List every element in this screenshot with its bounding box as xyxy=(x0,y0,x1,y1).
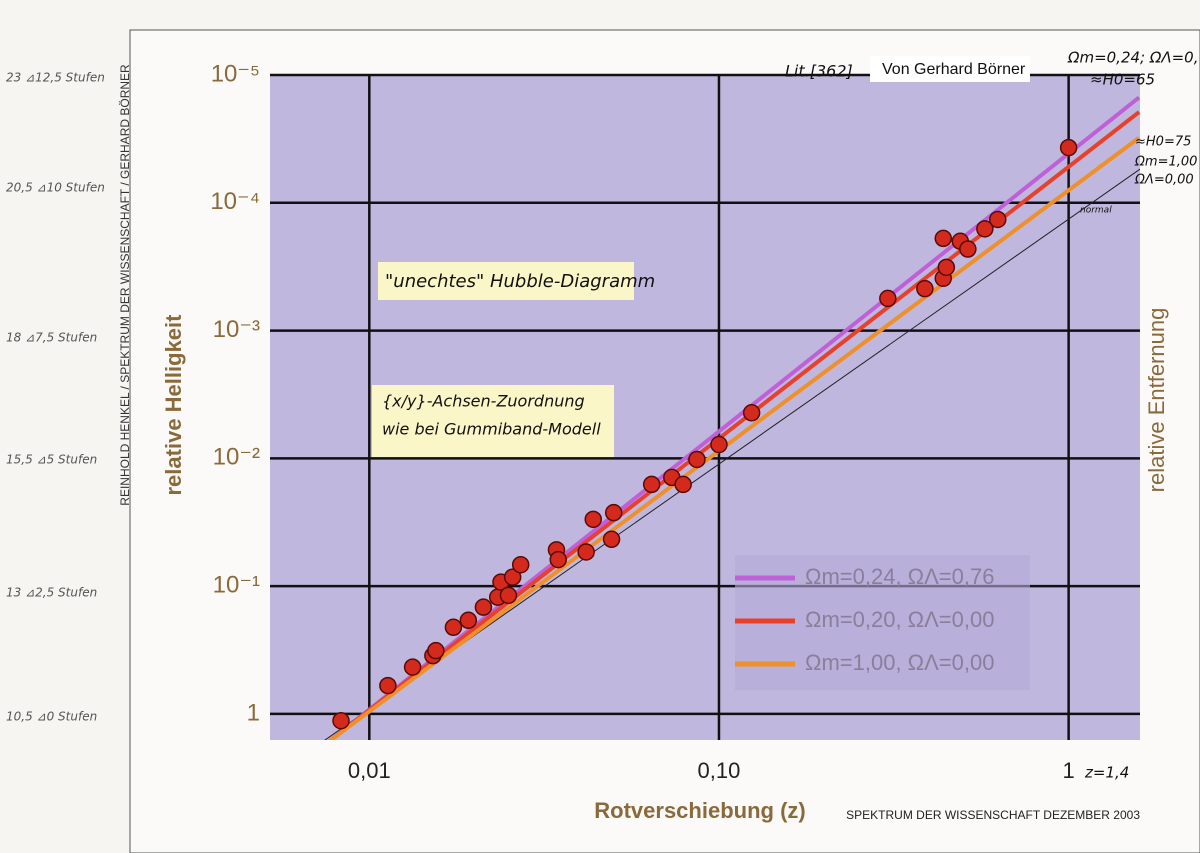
y-axis-label: relative Helligkeit xyxy=(161,314,186,496)
y-tick-label: 10⁻⁴ xyxy=(210,188,260,215)
legend-label: Ωm=0,20, ΩΛ=0,00 xyxy=(805,607,994,632)
x-tick-label: 0,01 xyxy=(348,758,391,783)
data-point xyxy=(511,555,530,574)
data-point xyxy=(642,475,661,494)
data-point xyxy=(549,550,567,569)
data-point xyxy=(459,611,478,630)
data-point xyxy=(584,510,603,529)
data-point xyxy=(602,530,621,549)
data-point xyxy=(1059,138,1078,157)
note-box xyxy=(378,262,634,300)
data-point xyxy=(427,641,445,660)
data-point xyxy=(332,711,350,730)
data-point xyxy=(499,586,518,605)
data-point xyxy=(403,658,422,676)
x-tick-label: 1 xyxy=(1063,758,1075,783)
annotation: "unechtes" Hubble-Diagramm xyxy=(385,271,655,292)
annotation: ΩΛ=0,00 xyxy=(1134,173,1194,188)
marks xyxy=(324,95,1140,740)
annotation: Ωm=1,00 xyxy=(1134,155,1197,170)
data-point xyxy=(988,210,1007,229)
chart-title: Von Gerhard Börner xyxy=(882,61,1026,78)
data-point xyxy=(577,543,595,561)
data-point xyxy=(474,598,493,616)
legend-label: Ωm=0,24, ΩΛ=0,76 xyxy=(805,564,994,589)
note-box xyxy=(372,385,614,457)
side-note: 20,5 ⊿10 Stufen xyxy=(6,181,105,195)
side-note: 18 ⊿7,5 Stufen xyxy=(6,331,97,345)
y-tick-label: 10⁻¹ xyxy=(213,571,260,598)
source: SPEKTRUM DER WISSENSCHAFT DEZEMBER 2003 xyxy=(846,808,1140,822)
data-point xyxy=(688,450,706,469)
annotation: {x/y}-Achsen-Zuordnung xyxy=(382,392,585,411)
y-tick-label: 10⁻² xyxy=(213,444,260,471)
data-point xyxy=(879,289,897,308)
data-point xyxy=(674,475,692,494)
x-axis-label: Rotverschiebung (z) xyxy=(594,798,805,823)
data-point xyxy=(959,240,977,258)
annotation: ≈H0=65 xyxy=(1090,71,1155,89)
y-tick-label: 10⁻³ xyxy=(213,316,260,343)
y-tick-label: 10⁻⁵ xyxy=(211,60,260,87)
side-note: 10,5 ⊿0 Stufen xyxy=(6,710,97,724)
annotation: z=1,4 xyxy=(1084,764,1129,782)
annotation: wie bei Gummiband-Modell xyxy=(382,420,601,439)
data-point xyxy=(976,220,994,238)
data-point xyxy=(503,568,522,586)
subtitle: Lit.[362] xyxy=(785,62,853,81)
y2-axis-label: relative Entfernung xyxy=(1144,308,1169,493)
annotation: Ωm=0,24; ΩΛ=0,76 xyxy=(1067,49,1200,67)
annotation: ≈H0=75 xyxy=(1135,135,1191,150)
side-note: 15,5 ⊿5 Stufen xyxy=(6,453,97,467)
credit: REINHOLD HENKEL / SPEKTRUM DER WISSENSCH… xyxy=(118,64,132,506)
data-point xyxy=(742,404,761,422)
data-point xyxy=(937,258,956,277)
side-note: 23 ⊿12,5 Stufen xyxy=(6,71,105,85)
data-point xyxy=(710,435,728,454)
annotation: normal xyxy=(1080,206,1112,216)
data-point xyxy=(934,229,953,248)
x-tick-label: 0,10 xyxy=(698,758,741,783)
data-point xyxy=(444,618,463,637)
model-line xyxy=(328,136,1140,740)
data-point xyxy=(604,503,623,522)
y-tick-label: 1 xyxy=(247,699,260,726)
legend-label: Ωm=1,00, ΩΛ=0,00 xyxy=(805,650,994,675)
data-point xyxy=(379,676,397,695)
side-note: 13 ⊿2,5 Stufen xyxy=(6,586,97,600)
data-point xyxy=(916,279,934,298)
title-box xyxy=(870,56,1030,82)
